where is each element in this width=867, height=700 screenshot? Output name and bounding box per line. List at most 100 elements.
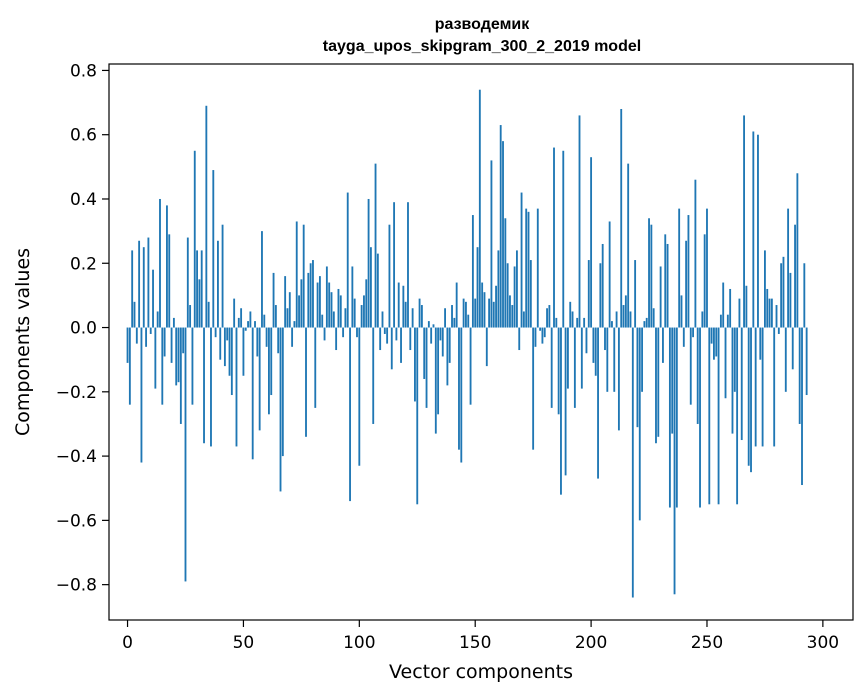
bar-291 xyxy=(801,327,803,486)
y-tick-label-1: −0.6 xyxy=(56,511,97,531)
bar-19 xyxy=(170,327,173,363)
bar-219 xyxy=(634,260,637,328)
bar-6 xyxy=(140,327,143,463)
bar-68 xyxy=(284,276,287,328)
bar-87 xyxy=(328,282,331,328)
bar-266 xyxy=(743,115,745,328)
bar-192 xyxy=(571,311,574,328)
bar-209 xyxy=(611,321,613,328)
bar-82 xyxy=(316,282,319,328)
bar-10 xyxy=(149,327,152,334)
bar-243 xyxy=(689,327,692,405)
bar-98 xyxy=(353,298,356,328)
bar-75 xyxy=(300,279,303,328)
bar-4 xyxy=(135,327,138,344)
bar-166 xyxy=(511,305,514,328)
bar-85 xyxy=(323,327,326,341)
bar-146 xyxy=(465,301,467,328)
bar-167 xyxy=(513,266,516,328)
bar-42 xyxy=(223,327,226,367)
bar-193 xyxy=(573,327,576,408)
bar-108 xyxy=(376,253,379,328)
bar-22 xyxy=(177,327,180,383)
bar-282 xyxy=(780,263,783,328)
bar-9 xyxy=(147,237,150,328)
bar-154 xyxy=(483,292,486,328)
bar-196 xyxy=(580,327,583,389)
bar-183 xyxy=(550,327,553,408)
bar-43 xyxy=(226,327,229,341)
bar-55 xyxy=(254,321,256,328)
bar-149 xyxy=(471,215,474,328)
bar-285 xyxy=(787,208,790,328)
bar-31 xyxy=(198,279,201,328)
bar-156 xyxy=(488,298,491,328)
bar-41 xyxy=(221,224,224,328)
bar-256 xyxy=(719,314,722,328)
bar-69 xyxy=(286,308,289,328)
bar-94 xyxy=(344,308,347,328)
y-tick-label-7: 0.6 xyxy=(70,126,97,146)
bar-7 xyxy=(142,247,145,328)
x-tick-label-3: 150 xyxy=(459,633,491,653)
bar-101 xyxy=(360,305,363,328)
bar-216 xyxy=(627,163,630,328)
bar-117 xyxy=(397,282,400,328)
bar-185 xyxy=(555,317,558,328)
bars-group xyxy=(126,89,808,598)
bar-169 xyxy=(518,327,521,351)
bar-118 xyxy=(400,327,402,363)
bar-29 xyxy=(193,150,196,328)
bar-122 xyxy=(409,327,412,351)
bar-175 xyxy=(532,327,535,450)
bar-102 xyxy=(363,295,365,328)
bar-3 xyxy=(133,301,136,328)
bar-212 xyxy=(617,327,620,431)
bar-53 xyxy=(249,311,252,328)
bar-246 xyxy=(696,327,699,424)
x-tick-label-0: 0 xyxy=(122,633,133,653)
bar-130 xyxy=(427,321,430,328)
x-tick-label-2: 100 xyxy=(343,633,375,653)
bar-218 xyxy=(631,327,634,598)
bar-258 xyxy=(724,327,727,399)
bar-54 xyxy=(251,327,254,460)
bar-86 xyxy=(325,266,328,328)
bar-37 xyxy=(212,170,215,328)
bar-171 xyxy=(522,311,525,328)
bar-137 xyxy=(444,308,446,328)
bar-140 xyxy=(451,305,453,328)
bar-225 xyxy=(648,218,650,328)
bar-60 xyxy=(265,327,268,347)
bar-65 xyxy=(277,327,280,354)
bar-23 xyxy=(179,327,182,424)
bar-155 xyxy=(485,327,488,367)
bar-221 xyxy=(638,327,641,521)
bar-194 xyxy=(576,317,579,328)
bar-236 xyxy=(673,327,676,595)
bar-39 xyxy=(217,240,219,328)
bar-206 xyxy=(604,327,606,351)
y-axis-label: Components values xyxy=(12,248,34,436)
bar-113 xyxy=(388,224,391,328)
bar-224 xyxy=(645,317,648,328)
bar-210 xyxy=(613,327,616,392)
bar-152 xyxy=(478,89,481,328)
bar-20 xyxy=(172,317,175,328)
bar-280 xyxy=(775,305,778,328)
bar-274 xyxy=(761,327,764,447)
bar-13 xyxy=(156,311,159,328)
bar-252 xyxy=(710,327,713,344)
bar-268 xyxy=(747,327,750,466)
bar-228 xyxy=(655,327,657,444)
bar-181 xyxy=(546,308,548,328)
bar-15 xyxy=(161,327,164,405)
bar-0 xyxy=(126,327,129,363)
bar-103 xyxy=(365,279,368,328)
x-tick-label-4: 200 xyxy=(575,633,607,653)
bar-45 xyxy=(230,327,233,396)
bar-288 xyxy=(794,224,796,328)
bar-83 xyxy=(318,276,321,328)
bar-286 xyxy=(789,272,792,328)
